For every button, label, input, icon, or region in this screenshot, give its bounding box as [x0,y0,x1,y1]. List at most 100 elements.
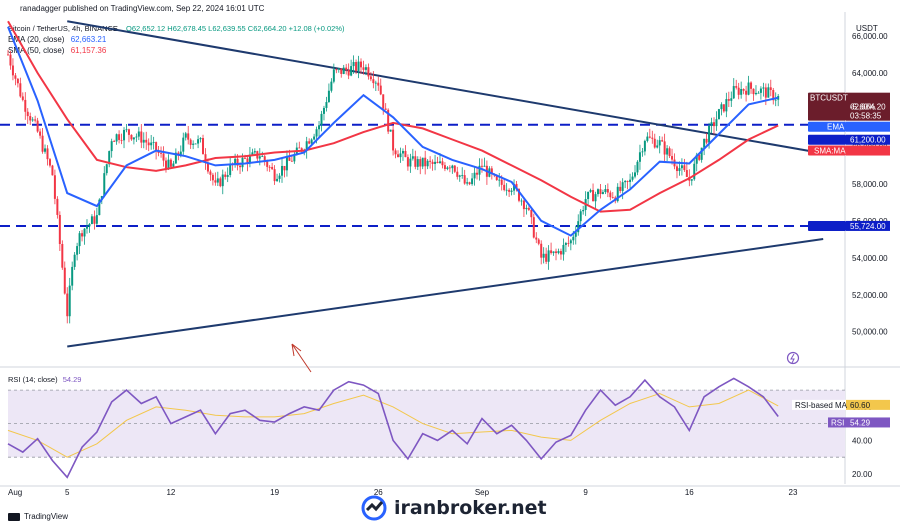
rsi-tick-label: 20.00 [852,470,873,479]
symbol-line: Bitcoin / TetherUS, 4h, BINANCE O62,652.… [8,24,345,33]
candle-body [759,88,762,93]
candle-body [522,200,525,210]
candle-body [140,131,143,143]
candle-body [685,170,688,177]
ema-price-label-tag [808,121,846,132]
candle-body [406,157,409,167]
candle-body [345,67,348,70]
candle-body [226,175,229,177]
candle-body [160,152,163,154]
sma-price-label-text: SMA:MA [814,147,846,156]
x-tick-label: 5 [65,488,70,497]
candle-body [310,139,313,144]
candle-body [606,189,609,193]
candle-body [199,138,202,140]
lightning-icon [786,351,800,365]
sma-price-label-value-box [846,145,890,156]
trendlines [67,20,824,348]
candle-body [243,157,246,159]
x-tick-label: Sep [475,488,490,497]
ohlc-values: O62,652.12 H62,678.45 L62,639.55 C62,664… [126,24,345,33]
rsi-value-label: RSI 54.29 [828,417,890,428]
candle-body [520,200,523,202]
candle-body [490,168,493,175]
candle-body [436,161,439,163]
candle-body [342,67,345,74]
candle-body [579,211,582,222]
candle-body [389,129,392,132]
candle-body [115,134,118,142]
candle-body [108,151,111,165]
price-labels: BTCUSDT62,664.20-5.60%03:58:35EMA62,663.… [792,92,890,428]
candle-body [397,154,400,158]
candle-body [762,87,765,89]
candle-body [461,175,464,176]
candle-body [172,163,175,167]
candle-body [508,189,511,192]
candle-body [564,243,567,245]
candle-body [517,189,520,201]
watermark: iranbroker.net [360,494,547,522]
candle-body [278,175,281,179]
candle-body [574,232,577,237]
candle-body [145,139,148,143]
level-high-label-value-box [846,134,890,145]
candle-body [98,199,101,216]
candle-body [11,65,14,76]
candle-body [596,189,599,195]
sma-line [7,20,779,213]
ema-legend[interactable]: EMA (20, close) 62,663.21 [8,35,106,44]
candle-body [703,138,706,148]
candle-body [209,171,212,175]
candle-body [308,141,311,144]
candle-body [725,99,728,112]
candle-body [404,150,407,158]
rsi-ma-value-box [846,399,890,410]
candle-body [505,189,508,191]
candle-body [668,148,671,157]
rsi-legend[interactable]: RSI (14; close) 54.29 [8,375,81,384]
candle-body [426,160,429,167]
candle-body [434,161,437,164]
candle-body [355,62,358,71]
candle-body [261,156,264,158]
candle-body [629,179,632,182]
candle-body [177,152,180,155]
candle-body [105,164,108,174]
candle-body [559,251,562,255]
candle-body [537,239,540,244]
candle-body [374,82,377,84]
candle-body [362,67,365,70]
sma-legend[interactable]: SMA (50, close) 61,157.36 [8,46,106,55]
y-tick-label: 52,000.00 [852,291,888,300]
candle-body [221,174,224,187]
candle-body [24,99,27,112]
y-tick-label: 66,000.00 [852,32,888,41]
trendline [67,20,824,155]
candle-body [120,139,123,141]
level-high-label: 61,200.00 [808,134,890,145]
candle-body [438,161,441,163]
candle-body [46,148,49,160]
candle-body [631,176,634,180]
candle-body [693,163,696,180]
rsi-line [7,377,779,479]
candle-body [720,104,723,110]
candle-body [41,135,44,152]
candle-body [118,134,121,140]
candle-body [656,145,659,148]
candle-body [29,116,32,121]
candle-body [132,137,135,140]
ema-legend-value: 62,663.21 [70,35,107,44]
candle-body [401,150,404,154]
candle-body [414,156,417,167]
candle-body [424,157,427,167]
candle-body [745,90,748,95]
candle-body [680,165,683,169]
candles [7,49,780,324]
candle-body [530,209,533,218]
currency-label[interactable]: USDT [856,24,878,33]
candle-body [735,86,738,88]
candle-body [589,190,592,192]
